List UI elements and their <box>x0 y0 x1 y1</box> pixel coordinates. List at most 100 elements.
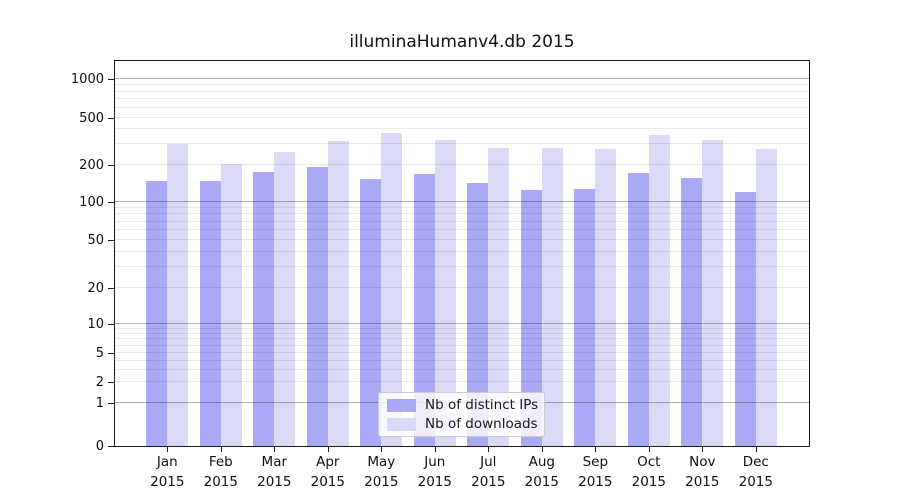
x-tick-mark-may <box>381 447 383 452</box>
bar-downloads-dec <box>755 148 777 446</box>
bar-ips-may <box>360 178 382 446</box>
gridline-900 <box>115 83 809 85</box>
gridline-6 <box>115 344 809 346</box>
bar-downloads-nov <box>702 140 724 446</box>
y-tick-mark-20 <box>108 288 114 289</box>
y-tick-label-0: 0 <box>95 438 104 454</box>
y-tick-label-20: 20 <box>87 280 104 296</box>
x-tick-mark-aug <box>541 447 543 452</box>
y-tick-mark-100 <box>108 202 114 203</box>
x-tick-label-jun: Jun 2015 <box>417 454 452 490</box>
gridline-3 <box>115 368 809 370</box>
gridline-80 <box>115 213 809 215</box>
bar-ips-dec <box>734 191 756 446</box>
y-tick-mark-50 <box>108 240 114 241</box>
bar-downloads-mar <box>274 151 296 446</box>
bar-downloads-apr <box>327 140 349 446</box>
bar-ips-nov <box>681 177 703 446</box>
bar-downloads-jul <box>488 147 510 446</box>
legend-swatch-downloads <box>387 417 416 431</box>
x-tick-mark-jun <box>434 447 436 452</box>
gridline-800 <box>115 90 809 92</box>
y-tick-mark-1 <box>108 403 114 404</box>
bar-ips-mar <box>253 172 275 446</box>
x-tick-mark-jan <box>167 447 169 452</box>
y-tick-label-10: 10 <box>87 316 104 332</box>
gridline-700 <box>115 98 809 100</box>
bar-downloads-feb <box>220 163 242 446</box>
x-tick-mark-feb <box>220 447 222 452</box>
gridline-40 <box>115 250 809 252</box>
x-tick-mark-oct <box>648 447 650 452</box>
gridline-50 <box>115 239 809 240</box>
x-tick-label-feb: Feb 2015 <box>203 454 238 490</box>
x-tick-label-dec: Dec 2015 <box>738 454 773 490</box>
gridline-60 <box>115 229 809 231</box>
x-tick-label-aug: Aug 2015 <box>524 454 559 490</box>
gridline-300 <box>115 143 809 145</box>
x-tick-mark-sep <box>595 447 597 452</box>
legend-item-downloads: Nb of downloads <box>387 415 538 432</box>
bar-ips-apr <box>306 166 328 446</box>
y-tick-mark-200 <box>108 165 114 166</box>
x-tick-mark-jul <box>488 447 490 452</box>
gridline-90 <box>115 206 809 208</box>
gridline-4 <box>115 359 809 361</box>
bar-downloads-jun <box>434 140 456 446</box>
gridline-7 <box>115 338 809 340</box>
gridline-10 <box>115 323 809 324</box>
bar-ips-aug <box>520 190 542 446</box>
bar-ips-sep <box>574 188 596 446</box>
x-tick-label-may: May 2015 <box>364 454 399 490</box>
gridline-70 <box>115 220 809 222</box>
bar-downloads-jan <box>167 143 189 446</box>
gridline-400 <box>115 128 809 130</box>
bar-ips-jul <box>467 182 489 446</box>
x-tick-label-mar: Mar 2015 <box>257 454 292 490</box>
x-tick-label-apr: Apr 2015 <box>310 454 345 490</box>
y-tick-label-100: 100 <box>79 194 104 210</box>
x-tick-label-sep: Sep 2015 <box>578 454 613 490</box>
legend-swatch-ips <box>387 398 416 412</box>
y-tick-label-50: 50 <box>87 232 104 248</box>
x-tick-mark-apr <box>327 447 329 452</box>
x-tick-mark-dec <box>755 447 757 452</box>
gridline-8 <box>115 332 809 334</box>
y-tick-mark-2 <box>108 382 114 383</box>
y-tick-mark-1000 <box>108 79 114 80</box>
y-tick-mark-500 <box>108 118 114 119</box>
gridline-9 <box>115 327 809 329</box>
legend: Nb of distinct IPs Nb of downloads <box>378 392 545 437</box>
gridline-20 <box>115 287 809 288</box>
legend-item-ips: Nb of distinct IPs <box>387 396 539 413</box>
y-tick-label-1: 1 <box>95 395 104 411</box>
gridline-1000 <box>115 78 809 79</box>
y-tick-mark-10 <box>108 324 114 325</box>
y-tick-label-500: 500 <box>79 110 104 126</box>
x-tick-label-oct: Oct 2015 <box>631 454 666 490</box>
bar-ips-jun <box>413 174 435 446</box>
gridline-200 <box>115 164 809 165</box>
bar-ips-feb <box>199 181 221 446</box>
y-tick-label-200: 200 <box>79 157 104 173</box>
y-tick-label-1000: 1000 <box>70 71 104 87</box>
chart-title: illuminaHumanv4.db 2015 <box>349 32 575 52</box>
x-tick-label-nov: Nov 2015 <box>685 454 720 490</box>
gridline-2 <box>115 381 809 382</box>
x-tick-label-jan: Jan 2015 <box>150 454 185 490</box>
bar-ips-jan <box>146 181 168 446</box>
y-tick-label-2: 2 <box>95 374 104 390</box>
legend-label: Nb of distinct IPs <box>425 396 539 413</box>
bar-downloads-aug <box>541 147 563 446</box>
bar-downloads-sep <box>595 148 617 446</box>
bar-ips-oct <box>627 173 649 446</box>
y-tick-label-5: 5 <box>95 345 104 361</box>
gridline-500 <box>115 117 809 118</box>
legend-label: Nb of downloads <box>425 415 538 432</box>
plot-area <box>114 60 810 447</box>
bar-downloads-may <box>381 132 403 446</box>
x-tick-mark-mar <box>274 447 276 452</box>
gridline-600 <box>115 106 809 108</box>
gridline-30 <box>115 265 809 267</box>
